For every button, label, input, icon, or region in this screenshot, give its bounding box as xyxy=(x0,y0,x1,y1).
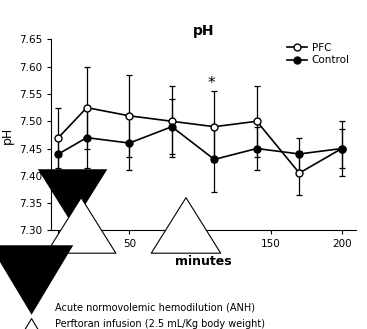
Legend: PFC, Control: PFC, Control xyxy=(283,39,354,69)
Text: *: * xyxy=(208,76,215,91)
Title: pH: pH xyxy=(193,24,214,38)
Text: Acute normovolemic hemodilution (ANH): Acute normovolemic hemodilution (ANH) xyxy=(55,303,255,313)
X-axis label: minutes: minutes xyxy=(175,255,232,268)
Text: Perftoran infusion (2.5 mL/Kg body weight): Perftoran infusion (2.5 mL/Kg body weigh… xyxy=(55,319,265,329)
Y-axis label: pH: pH xyxy=(0,126,14,143)
